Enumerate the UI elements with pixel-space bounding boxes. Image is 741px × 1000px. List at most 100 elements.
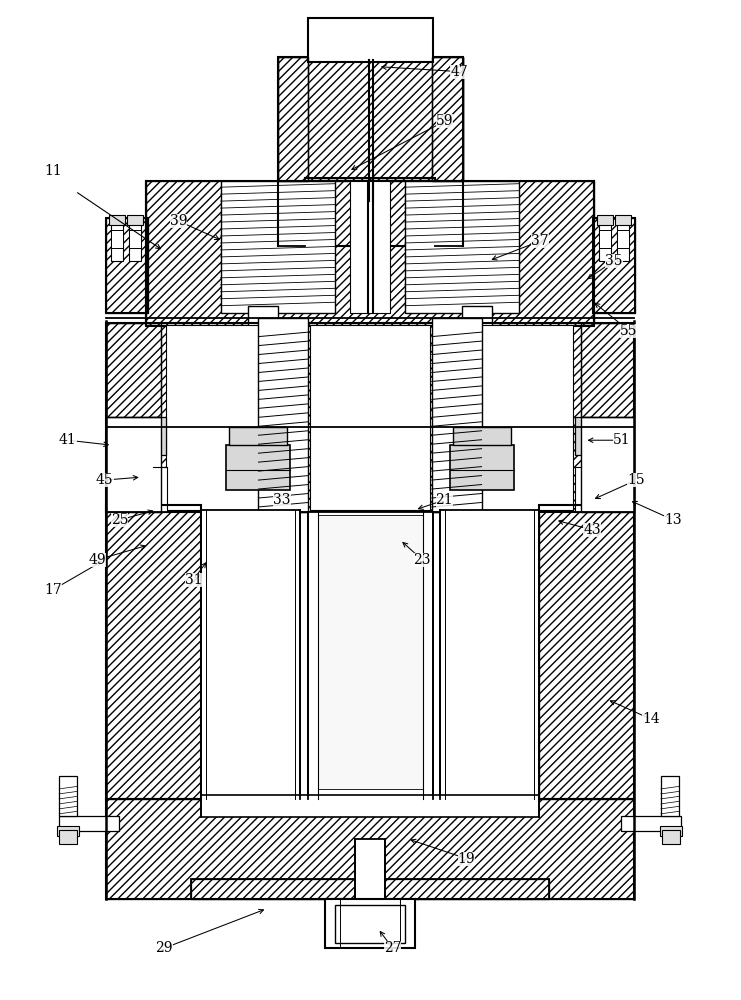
Bar [190, 879, 549, 899]
Bar [201, 510, 300, 799]
Text: 21: 21 [436, 493, 453, 507]
Bar [599, 223, 611, 261]
Bar [279, 57, 462, 181]
Bar [111, 223, 123, 261]
Bar [146, 181, 594, 326]
Bar [575, 417, 593, 455]
Bar [279, 57, 308, 181]
Bar [355, 839, 385, 899]
Bar [462, 325, 574, 510]
Text: 33: 33 [273, 493, 290, 507]
Bar [340, 20, 400, 62]
Bar [106, 505, 201, 799]
Bar [453, 427, 511, 445]
Text: 27: 27 [384, 941, 402, 955]
Text: 47: 47 [451, 65, 468, 79]
Bar [405, 181, 519, 313]
Bar [593, 218, 635, 313]
Bar [305, 178, 435, 246]
Bar [305, 178, 435, 246]
Bar [259, 318, 308, 512]
Bar [228, 427, 288, 445]
Text: 17: 17 [44, 583, 62, 597]
Text: 51: 51 [613, 433, 631, 447]
Bar [599, 230, 611, 248]
Text: 35: 35 [605, 254, 623, 268]
Bar [581, 323, 634, 417]
Bar [279, 57, 462, 181]
Bar [106, 218, 148, 313]
Text: 37: 37 [531, 234, 549, 248]
Bar [148, 417, 166, 455]
Text: 11: 11 [44, 164, 62, 178]
Bar [129, 230, 141, 248]
Bar [615, 215, 631, 225]
Bar [106, 799, 634, 899]
Text: 55: 55 [620, 324, 637, 338]
Bar [111, 230, 123, 248]
Bar [432, 57, 462, 181]
Bar [106, 323, 161, 417]
Bar [310, 20, 431, 60]
Bar [279, 57, 308, 181]
Bar [467, 325, 487, 341]
Bar [57, 826, 79, 836]
Bar [539, 505, 634, 799]
Bar [350, 181, 390, 313]
Bar [590, 424, 598, 442]
Bar [662, 830, 679, 844]
Bar [621, 816, 681, 831]
Bar [439, 510, 539, 799]
Bar [109, 215, 125, 225]
Bar [581, 417, 634, 512]
Bar [59, 830, 77, 844]
Bar [106, 323, 634, 512]
Text: 14: 14 [642, 712, 660, 726]
Text: 59: 59 [436, 114, 453, 128]
Bar [661, 776, 679, 816]
Bar [593, 218, 635, 313]
Bar [225, 445, 290, 490]
Bar [143, 424, 151, 442]
Text: 31: 31 [185, 573, 202, 587]
Bar [146, 181, 594, 326]
Bar [221, 181, 335, 313]
Bar [358, 27, 382, 47]
Bar [253, 325, 273, 341]
Text: 41: 41 [59, 433, 77, 447]
Bar [106, 505, 201, 799]
Text: 49: 49 [88, 553, 106, 567]
Bar [350, 24, 390, 52]
Bar [127, 215, 143, 225]
Bar [581, 323, 634, 417]
Text: 45: 45 [96, 473, 113, 487]
Text: 23: 23 [413, 553, 431, 567]
Text: 25: 25 [110, 513, 128, 527]
Bar [106, 323, 161, 417]
Bar [106, 323, 634, 512]
Text: 29: 29 [155, 941, 173, 955]
Bar [248, 306, 279, 326]
Bar [575, 467, 589, 512]
Bar [335, 905, 405, 943]
Bar [153, 467, 167, 512]
Bar [660, 826, 682, 836]
Bar [462, 306, 491, 326]
Bar [201, 795, 539, 817]
Bar [597, 215, 613, 225]
Bar [166, 325, 277, 510]
Text: 13: 13 [665, 513, 682, 527]
Text: 19: 19 [458, 852, 475, 866]
Bar [617, 223, 629, 261]
Bar [308, 512, 433, 799]
Bar [450, 445, 514, 490]
Bar [539, 505, 634, 799]
Bar [106, 417, 161, 512]
Bar [129, 223, 141, 261]
Bar [617, 230, 629, 248]
Bar [190, 879, 549, 899]
Text: 15: 15 [628, 473, 645, 487]
Bar [325, 899, 415, 948]
Bar [310, 325, 430, 510]
Text: 39: 39 [170, 214, 187, 228]
